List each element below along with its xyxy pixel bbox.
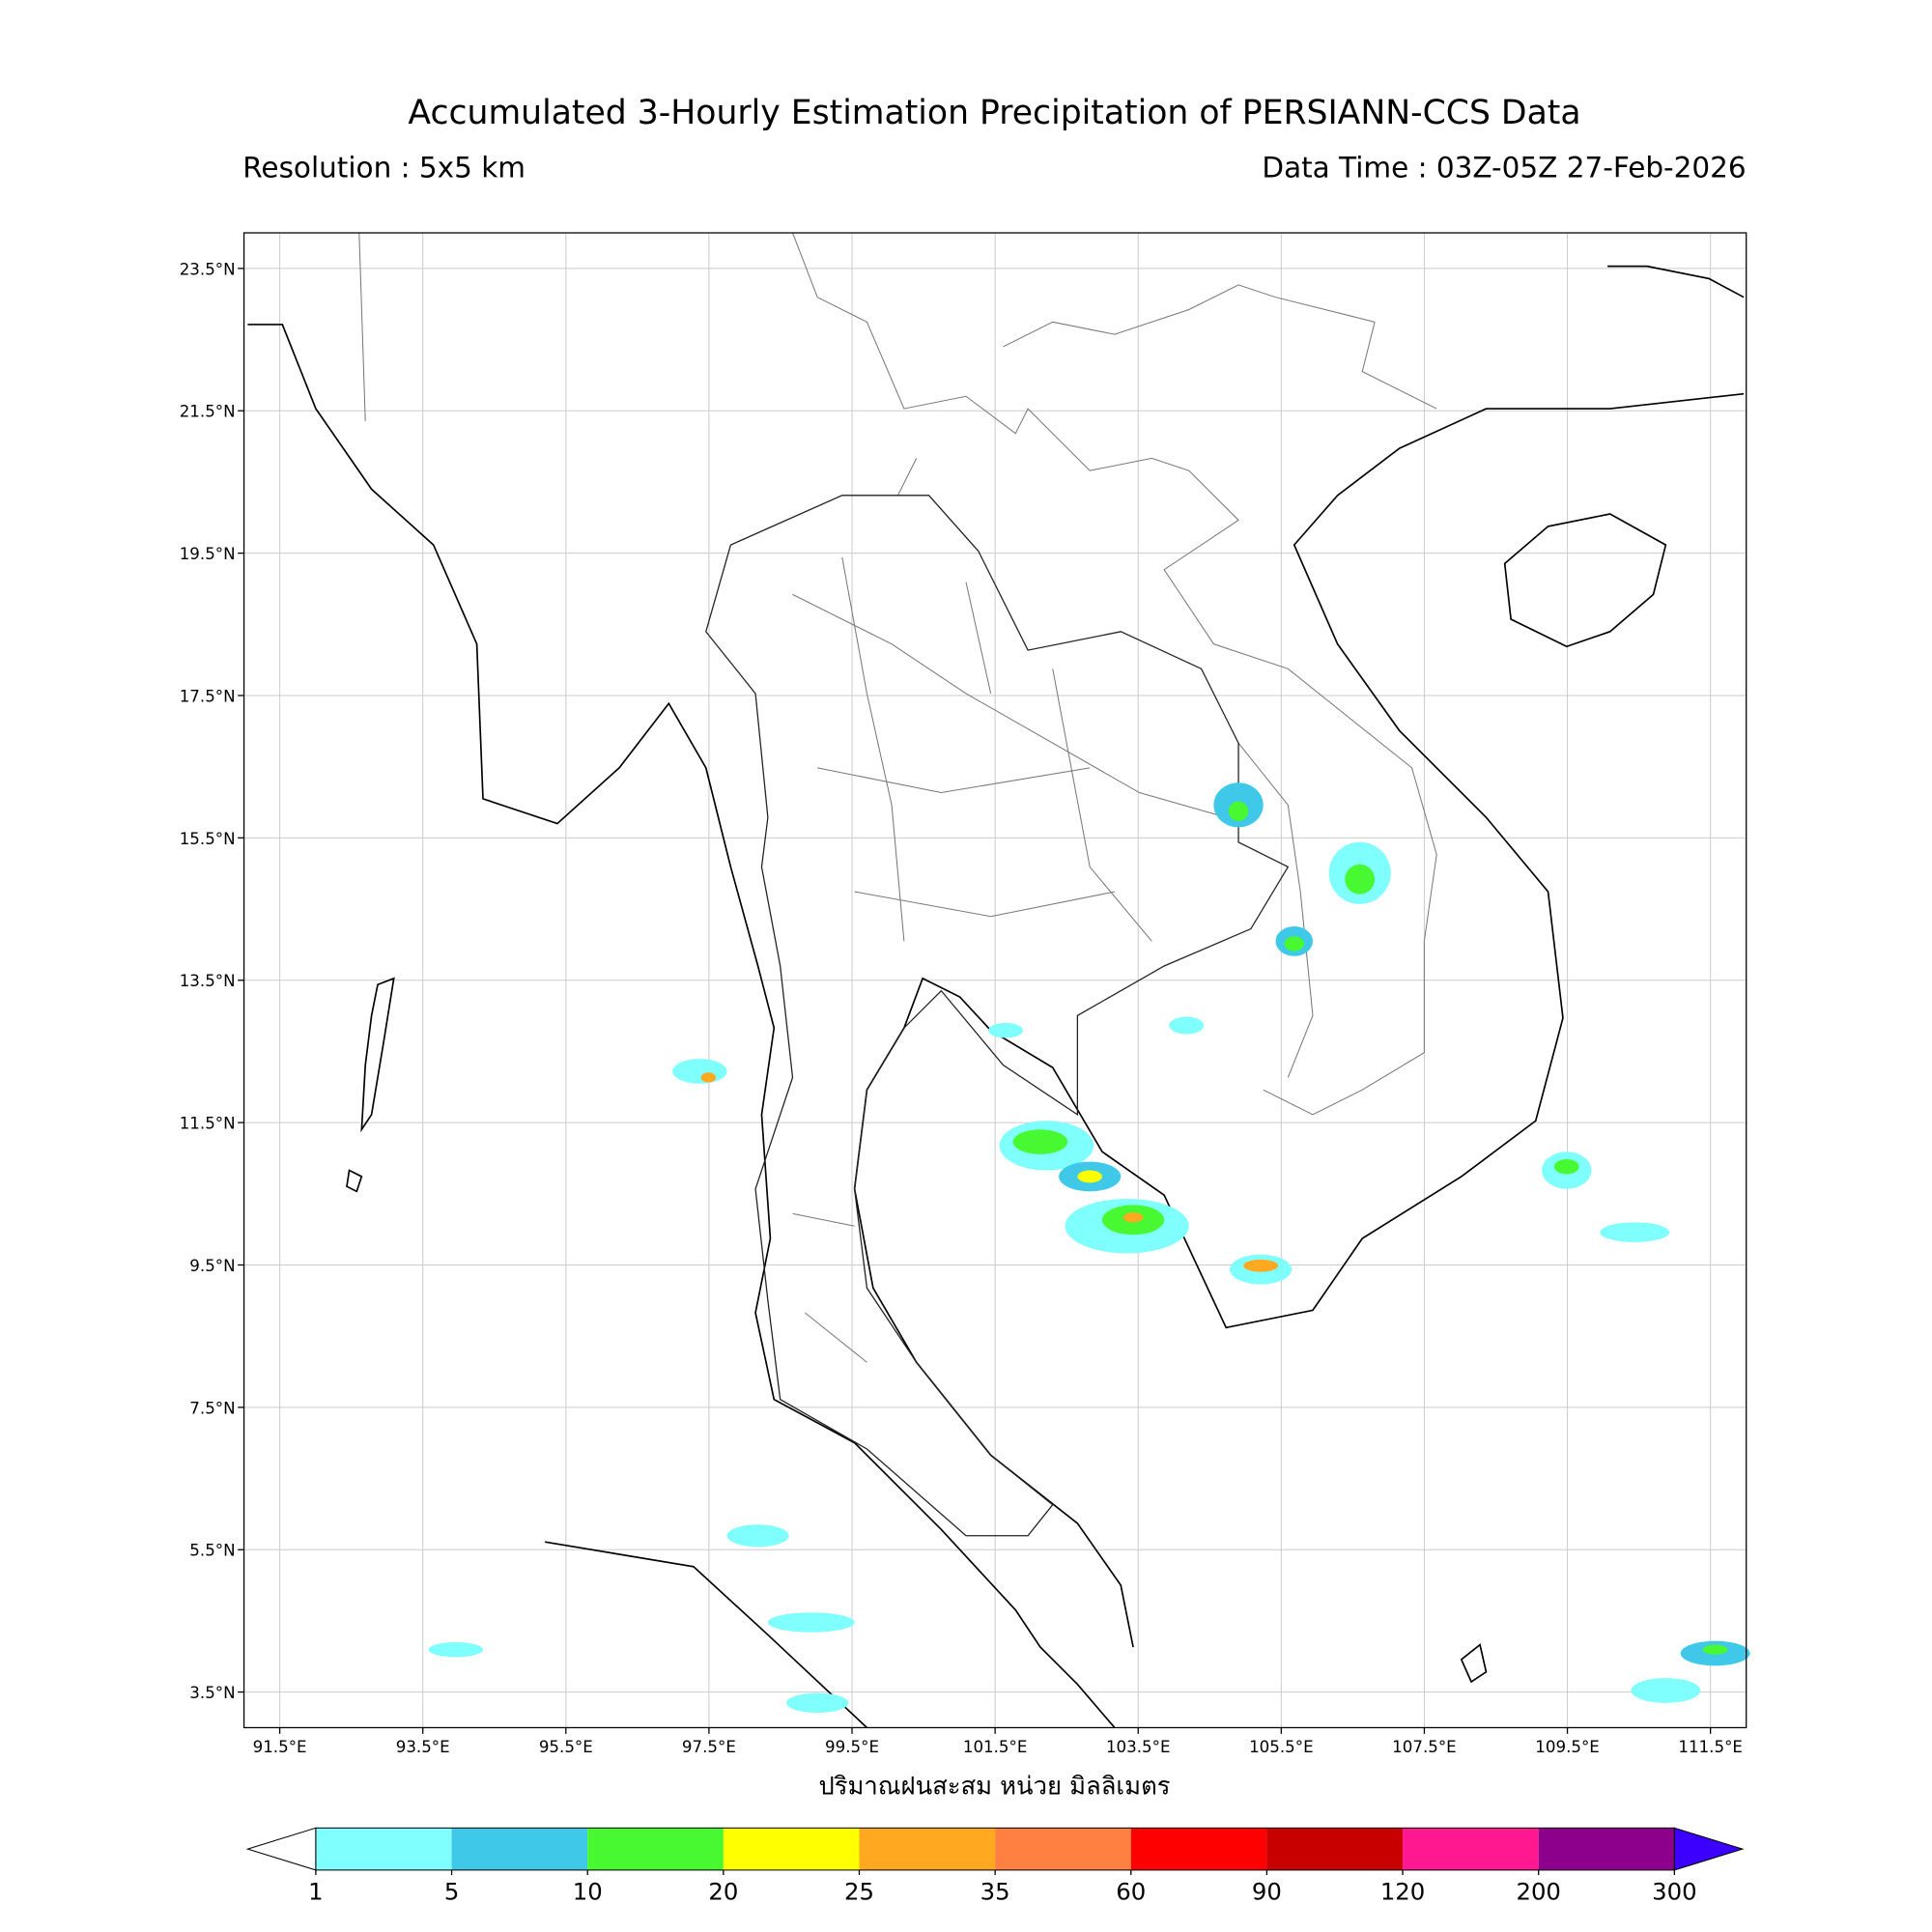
colorbar-label: 10 xyxy=(573,1878,603,1906)
colorbar-over xyxy=(1673,1827,1745,1871)
colorbar-segment xyxy=(995,1828,1131,1870)
x-tick-label: 91.5°E xyxy=(253,1738,307,1756)
colorbar-label: 120 xyxy=(1380,1878,1425,1906)
country-border xyxy=(358,232,1437,1116)
x-tick-label: 107.5°E xyxy=(1392,1738,1457,1756)
map-features xyxy=(247,232,1745,1729)
province-lines xyxy=(792,556,1227,1363)
colorbar-segment xyxy=(1538,1828,1675,1870)
x-tick-label: 95.5°E xyxy=(539,1738,593,1756)
rain-cells xyxy=(428,782,1750,1714)
hainan xyxy=(1503,513,1667,648)
colorbar-label: 200 xyxy=(1516,1878,1560,1906)
y-tick-label: 19.5°N xyxy=(180,545,236,563)
colorbar-segment xyxy=(1266,1828,1404,1870)
thailand-border xyxy=(705,495,1290,1537)
colorbar-segment xyxy=(859,1828,996,1870)
x-tick-label: 97.5°E xyxy=(682,1738,736,1756)
colorbar-segment xyxy=(315,1828,452,1870)
colorbar-label: 90 xyxy=(1252,1878,1282,1906)
y-tick-label: 9.5°N xyxy=(189,1257,235,1275)
y-tick-label: 11.5°N xyxy=(180,1115,236,1133)
colorbar-under xyxy=(245,1827,317,1871)
x-tick-label: 103.5°E xyxy=(1106,1738,1171,1756)
x-tick-label: 111.5°E xyxy=(1678,1738,1743,1756)
y-tick-label: 17.5°N xyxy=(180,687,236,705)
colorbar-segment xyxy=(451,1828,588,1870)
colorbar-segment xyxy=(1403,1828,1539,1870)
colorbar: 1 5 10 20 25 35 60 90 120 200 300 xyxy=(245,1827,1745,1906)
colorbar-label: 300 xyxy=(1652,1878,1696,1906)
y-tick-label: 21.5°N xyxy=(180,403,236,421)
colorbar-label: 25 xyxy=(844,1878,874,1906)
colorbar-segment xyxy=(1130,1828,1267,1870)
y-tick-label: 23.5°N xyxy=(180,260,236,278)
y-tick-label: 5.5°N xyxy=(189,1542,235,1560)
colorbar-label: 60 xyxy=(1116,1878,1146,1906)
coastline xyxy=(247,265,1745,1729)
colorbar-segment xyxy=(587,1828,724,1870)
y-tick-label: 15.5°N xyxy=(180,830,236,848)
chart-title: Accumulated 3-Hourly Estimation Precipit… xyxy=(408,94,1580,132)
grid xyxy=(243,233,1747,1728)
subtitle-right: Data Time : 03Z-05Z 27-Feb-2026 xyxy=(1262,151,1746,184)
colorbar-segment xyxy=(723,1828,860,1870)
subtitle-left: Resolution : 5x5 km xyxy=(242,151,526,184)
sumatra xyxy=(544,1541,868,1729)
colorbar-label: 35 xyxy=(980,1878,1010,1906)
y-tick-label: 13.5°N xyxy=(180,972,236,990)
borneo-island xyxy=(1460,1643,1488,1684)
x-axis-label: ปริมาณฝนสะสม หน่วย มิลลิเมตร xyxy=(818,1773,1170,1802)
y-tick-label: 3.5°N xyxy=(189,1684,235,1702)
x-tick-label: 101.5°E xyxy=(963,1738,1028,1756)
y-tick-label: 7.5°N xyxy=(189,1399,235,1417)
colorbar-label: 20 xyxy=(708,1878,738,1906)
x-tick-label: 109.5°E xyxy=(1535,1738,1600,1756)
x-tick-label: 105.5°E xyxy=(1249,1738,1314,1756)
andaman-islands xyxy=(346,977,395,1193)
colorbar-label: 5 xyxy=(444,1878,460,1906)
x-tick-label: 99.5°E xyxy=(825,1738,879,1756)
x-tick-label: 93.5°E xyxy=(396,1738,450,1756)
colorbar-label: 1 xyxy=(308,1878,324,1906)
